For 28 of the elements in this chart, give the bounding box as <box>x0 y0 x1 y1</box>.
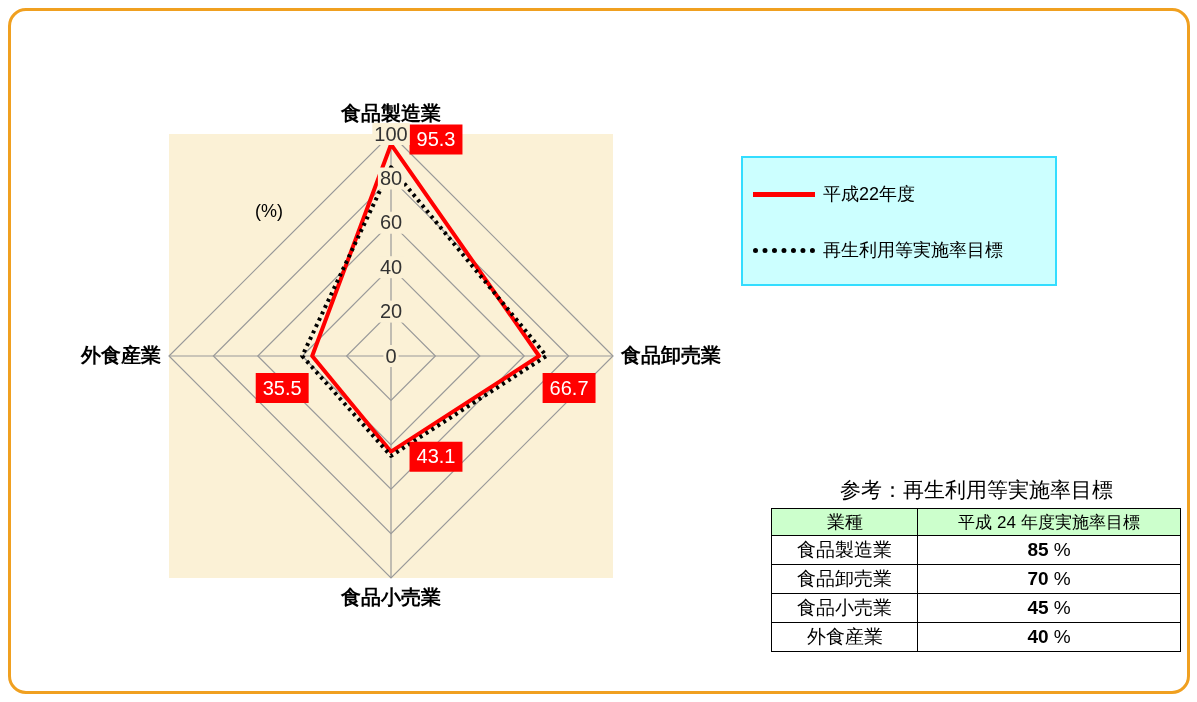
legend-label: 平成22年度 <box>823 183 916 206</box>
spoke-label: 食品製造業 <box>340 101 441 124</box>
data-label: 66.7 <box>549 376 589 399</box>
y-tick-label: 0 <box>385 344 397 367</box>
text: 平成 24 年度実施率目標 <box>917 508 1181 536</box>
text: 45 % <box>917 593 1181 623</box>
legend-label: 再生利用等実施率目標 <box>823 239 1003 262</box>
text: (%) <box>254 200 283 221</box>
category-label: 食品製造業 <box>797 539 893 560</box>
spoke-label: 食品卸売業 <box>620 343 721 366</box>
data-label: 35.5 <box>262 376 302 399</box>
text: 業種 <box>771 508 918 536</box>
category-label: 食品卸売業 <box>797 568 893 589</box>
y-tick-label: 20 <box>379 300 403 323</box>
y-tick-label: 60 <box>379 211 403 234</box>
data-label: 43.1 <box>416 445 456 468</box>
text: 参考：再生利用等実施率目標 <box>838 477 1114 503</box>
text: 70 % <box>917 564 1181 594</box>
data-label: 95.3 <box>416 127 456 150</box>
y-tick-label: 100 <box>374 122 408 145</box>
category-label: 食品小売業 <box>797 597 893 618</box>
y-tick-label: 80 <box>379 166 403 189</box>
spoke-label: 食品小売業 <box>340 585 441 608</box>
spoke-label: 外食産業 <box>80 343 161 366</box>
text: 85 % <box>917 535 1181 565</box>
text: 40 % <box>917 622 1181 652</box>
y-tick-label: 40 <box>379 255 403 278</box>
category-label: 外食産業 <box>806 626 883 647</box>
